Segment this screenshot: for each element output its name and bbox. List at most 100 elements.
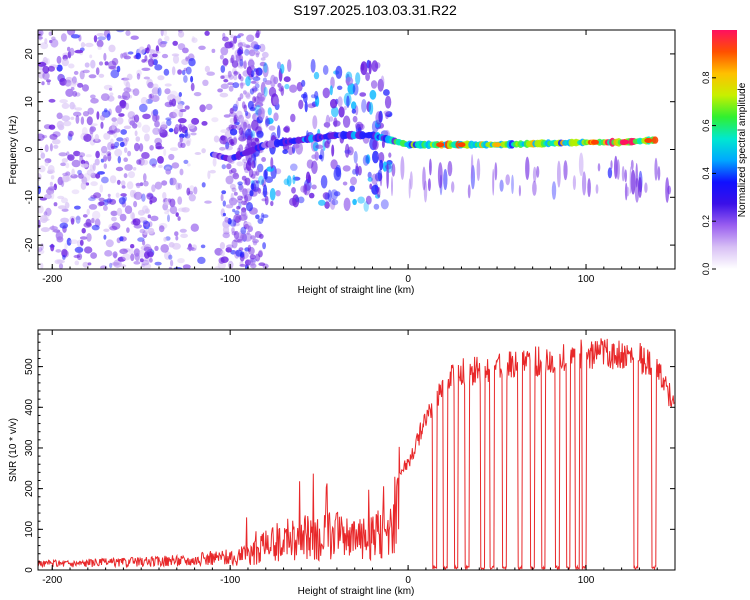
heat-blob (301, 79, 306, 87)
heat-speckle (40, 42, 49, 50)
heat-speckle (168, 153, 175, 161)
heat-speckle (117, 95, 122, 99)
heat-speckle (240, 195, 247, 199)
heat-speckle (178, 30, 185, 38)
heat-speckle (204, 200, 212, 204)
heat-blob (352, 198, 357, 206)
heat-speckle (230, 34, 234, 39)
heat-speckle (109, 198, 117, 205)
heat-blob (359, 92, 367, 97)
heat-blob (275, 190, 281, 197)
heat-speckle (244, 177, 251, 186)
heat-speckle (247, 226, 253, 233)
heat-speckle (161, 53, 169, 59)
heat-speckle (244, 195, 249, 203)
heat-speckle (113, 259, 122, 268)
heat-blob (364, 155, 370, 164)
heat-streak (572, 175, 577, 191)
heat-speckle (61, 102, 70, 109)
heat-speckle (109, 225, 118, 231)
heat-speckle (180, 233, 189, 239)
heat-speckle (236, 60, 245, 69)
heat-blob (318, 199, 326, 206)
heat-speckle (73, 111, 82, 117)
heat-speckle (237, 33, 244, 37)
heat-blob (353, 151, 358, 164)
heat-speckle (118, 113, 125, 117)
heat-speckle (231, 124, 238, 130)
heat-speckle (110, 69, 120, 79)
heat-speckle (142, 263, 152, 269)
heat-streak (443, 168, 448, 191)
heat-peak (436, 142, 445, 148)
heat-speckle (237, 42, 244, 48)
heat-blob (284, 83, 290, 90)
heat-speckle (220, 65, 226, 73)
colorbar-tick-label: 0.8 (701, 72, 711, 85)
heat-speckle (222, 200, 226, 207)
heat-speckle (223, 114, 231, 118)
heat-blob (330, 98, 338, 109)
heat-speckle (171, 66, 176, 76)
heat-streak (624, 169, 627, 183)
heat-speckle (45, 207, 52, 216)
heat-speckle (44, 193, 52, 200)
heat-speckle (186, 140, 191, 147)
heat-speckle (168, 266, 173, 269)
heat-blob (282, 149, 289, 155)
heat-speckle (152, 83, 159, 90)
heat-speckle (89, 54, 93, 59)
heat-speckle (240, 233, 247, 241)
heat-speckle (141, 159, 149, 166)
heat-speckle (168, 242, 175, 248)
heat-speckle (222, 225, 230, 234)
heat-speckle (142, 240, 146, 246)
heat-streak (614, 155, 618, 179)
heat-speckle (96, 39, 104, 48)
heat-streak (578, 152, 584, 177)
heat-blob (287, 59, 292, 72)
heat-speckle (58, 263, 64, 269)
heat-speckle (82, 111, 90, 117)
heat-speckle (61, 58, 69, 67)
heat-speckle (75, 216, 82, 221)
heat-speckle (240, 76, 244, 82)
heat-speckle (108, 65, 117, 70)
heat-speckle (174, 124, 180, 133)
heat-speckle (229, 107, 234, 114)
heat-speckle (168, 254, 173, 260)
heat-speckle (177, 216, 181, 221)
heat-speckle (116, 207, 123, 217)
heat-speckle (172, 108, 180, 118)
heat-blob (358, 123, 365, 131)
heat-speckle (95, 173, 101, 179)
heat-speckle (167, 214, 170, 222)
heat-speckle (233, 71, 240, 75)
heat-blob (367, 177, 373, 182)
heat-speckle (71, 168, 75, 177)
heat-blob (270, 200, 274, 207)
heat-speckle (147, 214, 151, 219)
heat-speckle (119, 248, 128, 255)
heat-streak (638, 177, 642, 198)
heat-speckle (187, 163, 191, 167)
heat-blob (255, 67, 263, 76)
heat-blob (367, 171, 372, 179)
heat-speckle (97, 201, 103, 207)
heat-speckle (182, 136, 192, 145)
heat-speckle (191, 37, 198, 43)
heat-speckle (235, 35, 241, 39)
heat-speckle (73, 70, 79, 75)
heat-speckle (219, 146, 226, 151)
heat-speckle (237, 51, 244, 55)
heat-blob (330, 189, 338, 200)
heat-speckle (170, 259, 174, 267)
heat-speckle (239, 58, 244, 67)
heat-speckle (97, 171, 105, 175)
heat-blob (357, 196, 365, 204)
heat-blob (311, 184, 317, 190)
heat-blob (379, 159, 384, 171)
heat-speckle (252, 80, 259, 85)
heat-speckle (228, 85, 234, 92)
heat-speckle (225, 204, 234, 209)
